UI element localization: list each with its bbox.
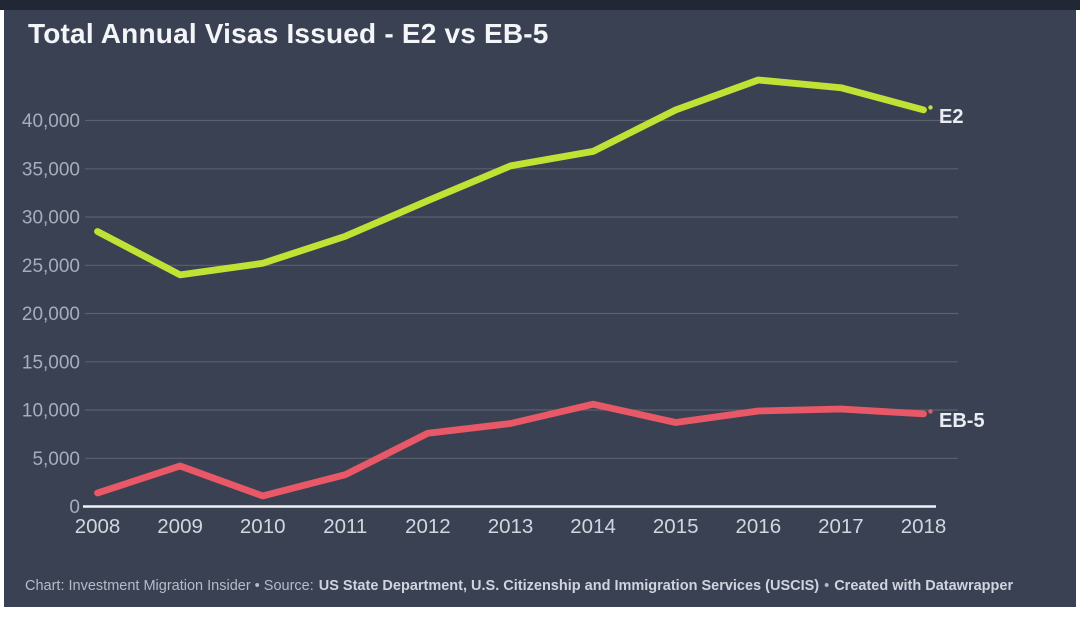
- footer-credit: Chart: Investment Migration Insider • So…: [25, 578, 314, 594]
- footer-separator: •: [824, 578, 830, 594]
- top-edge-strip: [0, 0, 1080, 10]
- chart-card: Total Annual Visas Issued - E2 vs EB-5 C…: [4, 10, 1076, 607]
- chart-footer: Chart: Investment Migration Insider • So…: [25, 578, 1013, 594]
- chart-title: Total Annual Visas Issued - E2 vs EB-5: [28, 18, 549, 49]
- footer-created: Created with Datawrapper: [834, 578, 1014, 594]
- footer-source: US State Department, U.S. Citizenship an…: [318, 578, 820, 594]
